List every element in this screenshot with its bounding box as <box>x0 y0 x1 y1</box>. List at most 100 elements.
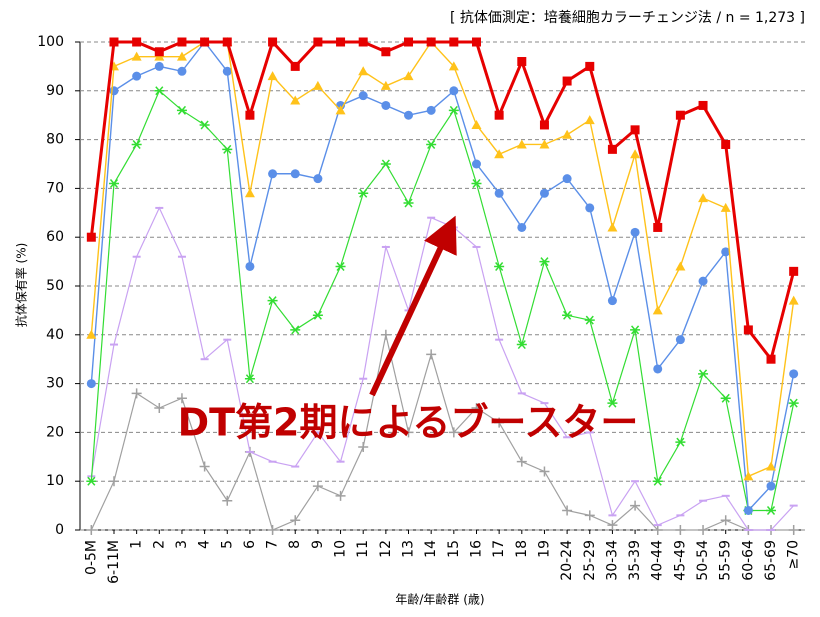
marker <box>86 329 97 339</box>
marker <box>630 125 640 135</box>
marker <box>108 179 119 189</box>
marker <box>562 174 572 184</box>
marker <box>290 325 301 335</box>
x-tick-label: 18 <box>514 540 530 558</box>
marker <box>267 71 278 81</box>
marker <box>585 61 595 71</box>
marker <box>766 505 777 515</box>
marker <box>448 105 459 115</box>
x-tick-label: 65-69 <box>763 540 779 581</box>
marker <box>267 525 278 535</box>
y-tick-label: 0 <box>55 522 64 538</box>
y-tick-label: 80 <box>46 132 64 148</box>
x-tick-label: 12 <box>378 540 394 558</box>
marker <box>132 37 142 47</box>
marker <box>494 417 505 428</box>
marker <box>176 105 187 115</box>
marker <box>131 388 142 399</box>
marker <box>471 159 481 169</box>
marker <box>358 66 369 76</box>
marker <box>494 149 505 159</box>
marker <box>403 198 414 208</box>
marker <box>539 139 550 149</box>
marker <box>290 515 301 526</box>
x-tick-label: 15 <box>446 540 462 558</box>
marker <box>585 203 595 213</box>
marker <box>788 398 799 408</box>
x-tick-label: 19 <box>536 540 552 558</box>
marker <box>516 456 527 467</box>
marker <box>154 61 164 71</box>
marker <box>109 37 119 47</box>
x-tick-label: 2 <box>151 540 167 549</box>
marker <box>245 110 255 120</box>
marker <box>222 495 233 506</box>
marker <box>652 476 663 486</box>
marker <box>720 515 731 526</box>
x-tick-label: 35-39 <box>627 540 643 581</box>
x-tick-label: 8 <box>287 540 303 549</box>
marker <box>358 91 368 101</box>
marker <box>244 374 255 384</box>
marker <box>313 174 323 184</box>
y-tick-label: 50 <box>46 278 64 294</box>
x-tick-label: 16 <box>468 540 484 558</box>
marker <box>675 525 686 535</box>
marker <box>607 398 618 408</box>
marker <box>698 369 709 379</box>
marker <box>720 202 731 212</box>
x-tick-label: 17 <box>491 540 507 558</box>
x-tick-label: 14 <box>423 540 439 558</box>
x-tick-label: 45-49 <box>672 540 688 581</box>
marker <box>426 139 437 149</box>
marker <box>199 120 210 130</box>
marker <box>336 37 346 47</box>
marker <box>108 476 119 487</box>
marker <box>358 442 369 453</box>
x-tick-label: 3 <box>174 540 190 549</box>
marker <box>290 169 300 179</box>
series-line <box>90 89 795 512</box>
marker <box>675 335 685 345</box>
marker <box>222 144 233 154</box>
x-tick-label: 60-64 <box>740 540 756 581</box>
marker <box>448 61 459 71</box>
x-tick-label: 55-59 <box>718 540 734 581</box>
marker <box>290 95 301 105</box>
y-tick-label: 20 <box>46 424 64 440</box>
marker <box>426 37 436 47</box>
marker <box>471 119 482 129</box>
marker <box>766 354 776 364</box>
marker <box>245 261 255 271</box>
x-tick-label: 25-29 <box>582 540 598 581</box>
x-tick-label: 7 <box>265 540 281 549</box>
marker <box>154 86 165 96</box>
x-tick-label: 0-5M <box>83 540 99 575</box>
annotation: DT第2期によるブースター <box>178 401 639 445</box>
marker <box>290 61 300 71</box>
x-tick-label: 11 <box>355 540 371 558</box>
marker <box>177 66 187 76</box>
marker <box>539 257 550 267</box>
marker <box>471 403 482 413</box>
marker <box>335 261 346 271</box>
y-tick-label: 90 <box>46 83 64 99</box>
marker <box>653 364 663 374</box>
x-tick-label: 20-24 <box>559 540 575 581</box>
marker <box>698 193 709 203</box>
y-tick-label: 70 <box>46 180 64 196</box>
marker <box>132 71 142 81</box>
marker <box>675 437 686 447</box>
marker <box>562 129 573 139</box>
marker <box>539 188 549 198</box>
marker <box>200 37 210 47</box>
marker <box>788 295 799 305</box>
marker <box>630 227 640 237</box>
marker <box>335 105 346 115</box>
marker <box>721 247 731 257</box>
marker <box>516 340 527 350</box>
y-tick-label: 30 <box>46 376 64 392</box>
marker <box>789 266 799 276</box>
marker <box>358 188 369 198</box>
marker <box>404 110 414 120</box>
